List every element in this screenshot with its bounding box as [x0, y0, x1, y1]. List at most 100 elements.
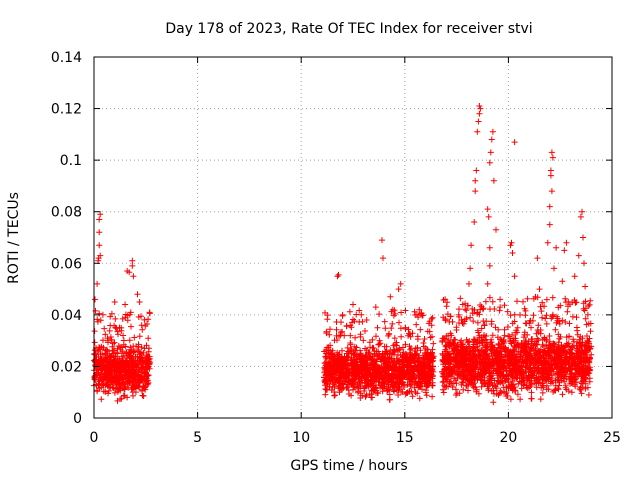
data-point	[348, 354, 355, 361]
data-point	[347, 381, 354, 388]
data-point	[96, 216, 103, 223]
data-point	[486, 244, 493, 251]
y-axis-label: ROTI / TECUs	[6, 192, 22, 284]
data-point	[382, 361, 389, 368]
data-point	[443, 303, 450, 310]
data-point	[529, 336, 536, 343]
data-point	[404, 354, 411, 361]
y-tick-label: 0.02	[51, 359, 82, 375]
data-point	[357, 333, 364, 340]
data-point	[122, 311, 129, 318]
data-point	[580, 234, 586, 241]
data-point	[353, 311, 360, 318]
data-point	[469, 305, 476, 312]
data-point	[130, 363, 137, 370]
data-point	[322, 353, 329, 360]
y-tick-label: 0.12	[51, 102, 82, 118]
data-point	[418, 372, 425, 379]
data-point	[528, 324, 534, 331]
data-point	[563, 239, 570, 246]
data-point	[473, 167, 480, 174]
data-point	[411, 374, 418, 381]
data-point	[388, 325, 395, 332]
data-point	[577, 384, 584, 391]
data-point	[346, 308, 353, 315]
data-point	[419, 364, 426, 371]
data-point	[392, 341, 399, 348]
data-point	[417, 374, 424, 381]
data-point	[524, 331, 531, 338]
data-point	[424, 373, 431, 380]
data-point	[539, 299, 546, 306]
data-point	[135, 343, 142, 350]
data-point	[539, 389, 546, 396]
data-point	[547, 167, 554, 174]
data-point	[122, 314, 129, 321]
data-point	[130, 357, 137, 364]
data-point	[567, 380, 574, 387]
data-point	[354, 363, 361, 370]
data-point	[406, 357, 413, 364]
y-tick-label: 0.14	[51, 50, 82, 66]
data-point	[97, 317, 104, 324]
data-point	[133, 372, 140, 379]
data-point	[134, 347, 141, 354]
data-point	[486, 294, 493, 301]
data-point	[549, 294, 556, 301]
data-point	[378, 382, 384, 389]
data-point	[387, 293, 394, 300]
data-point	[329, 364, 336, 371]
data-point	[419, 312, 426, 319]
data-point	[132, 353, 139, 360]
data-point	[323, 350, 330, 357]
data-point	[379, 237, 385, 244]
data-point	[118, 395, 125, 402]
data-point	[543, 312, 550, 319]
data-point	[418, 359, 424, 365]
data-point	[465, 387, 471, 394]
data-point	[108, 310, 115, 317]
data-point	[107, 334, 114, 340]
data-point	[497, 304, 504, 311]
data-point	[390, 362, 397, 369]
data-point	[398, 309, 405, 316]
data-point	[142, 359, 149, 366]
data-point	[555, 331, 562, 338]
data-point	[368, 356, 375, 363]
data-point	[359, 370, 366, 376]
data-point	[470, 318, 477, 325]
data-point	[440, 297, 447, 303]
data-point	[125, 349, 132, 356]
data-point	[111, 389, 118, 396]
data-point	[539, 314, 546, 321]
data-point	[501, 326, 508, 333]
data-point	[504, 308, 511, 315]
data-point	[359, 353, 366, 360]
data-point	[347, 332, 354, 339]
data-point	[326, 355, 333, 362]
data-point	[414, 358, 421, 364]
data-point	[146, 309, 153, 316]
data-point	[384, 350, 391, 357]
data-point	[395, 286, 402, 293]
data-point	[144, 365, 151, 372]
data-point	[587, 297, 594, 304]
data-point	[117, 375, 123, 381]
data-point	[102, 331, 109, 338]
data-point	[446, 318, 453, 325]
data-point	[418, 367, 425, 374]
data-point	[92, 351, 98, 358]
data-point	[417, 326, 424, 333]
data-point	[384, 388, 390, 394]
data-point	[562, 295, 569, 302]
data-point	[337, 385, 344, 392]
data-point	[402, 371, 409, 378]
data-point	[388, 378, 395, 385]
data-point	[504, 324, 511, 330]
data-point	[134, 291, 141, 298]
data-point	[117, 369, 124, 376]
data-point	[382, 325, 389, 332]
data-point	[142, 383, 149, 390]
data-point	[109, 343, 116, 350]
data-point	[587, 328, 594, 335]
